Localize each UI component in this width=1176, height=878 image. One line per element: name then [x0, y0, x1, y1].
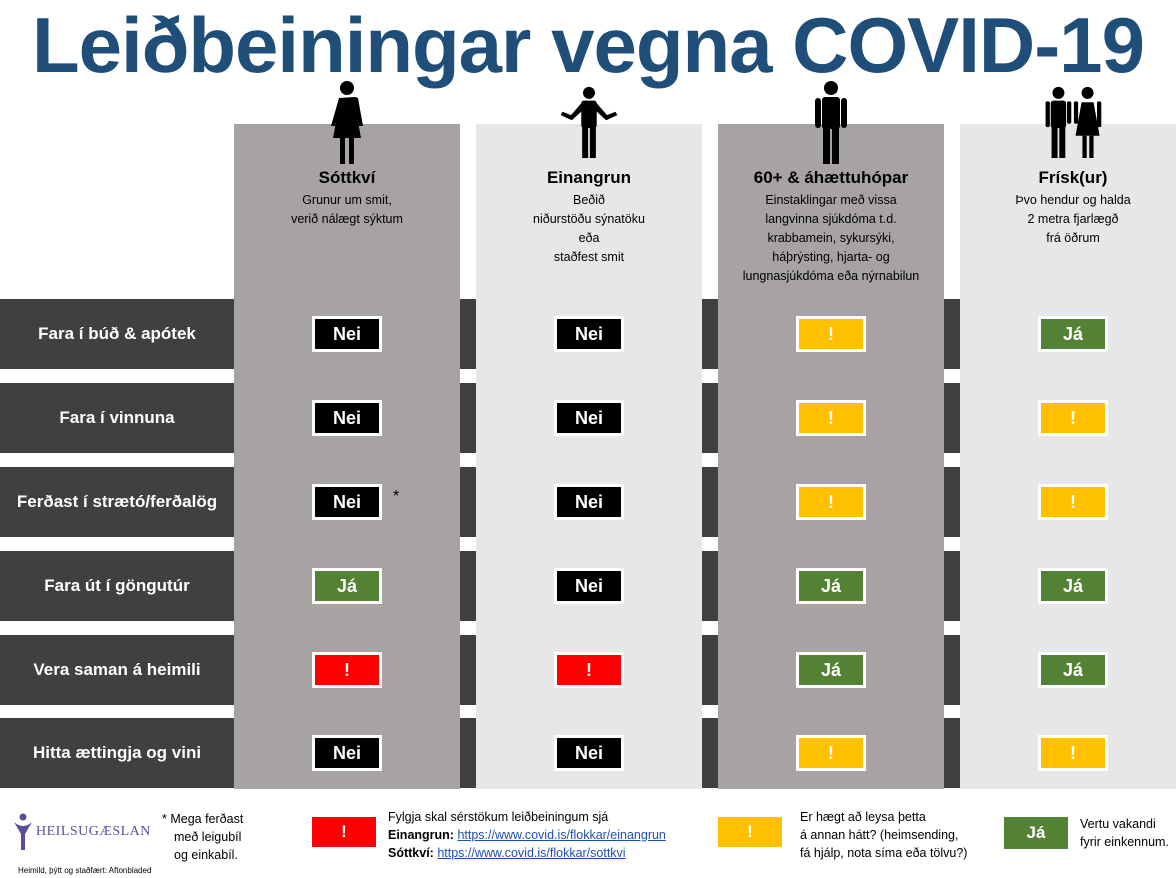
column-description-line: verið nálægt sýktum	[291, 212, 403, 226]
column-description-line: Beðið	[573, 193, 605, 207]
column-heading: Frísk(ur)	[1038, 168, 1108, 187]
legend-green-text: Vertu vakandi fyrir einkennum.	[1080, 817, 1169, 849]
status-badge-red: !	[554, 652, 624, 688]
column-heading: 60+ & áhættuhópar	[753, 168, 909, 187]
status-badge-ja: Já	[312, 568, 382, 604]
status-badge-yellow: !	[1038, 735, 1108, 771]
column-description-line: lungnasjúkdóma eða nýrnabilun	[742, 269, 920, 283]
status-badge-ja: Já	[1038, 652, 1108, 688]
status-badge-yellow: !	[796, 484, 866, 520]
row-label: Ferðast í strætó/ferðalög	[16, 492, 218, 511]
status-badge-nei: Nei	[312, 735, 382, 771]
sottkvi-link[interactable]: https://www.covid.is/flokkar/sottkvi	[437, 846, 626, 860]
row-label: Hitta ættingja og vini	[32, 743, 202, 762]
column-heading: Sóttkví	[318, 168, 376, 187]
shrugging-man-icon	[559, 80, 619, 166]
woman-icon	[317, 80, 377, 166]
einangrun-link[interactable]: https://www.covid.is/flokkar/einangrun	[457, 828, 666, 842]
column-description-line: krabbamein, sykursýki,	[767, 231, 895, 245]
status-badge-nei: Nei	[554, 735, 624, 771]
status-badge-yellow: !	[1038, 484, 1108, 520]
asterisk-note: * Mega ferðast með leigubíl og einkabíl.	[162, 812, 244, 862]
heilsugaeslan-logo: HEILSUGÆSLAN	[12, 806, 162, 858]
legend-red-badge: !	[312, 817, 376, 847]
man-icon	[801, 80, 861, 166]
status-badge-nei: Nei	[554, 400, 624, 436]
column-description-line: niðurstöðu sýnatöku	[533, 212, 645, 226]
column-description-line: háþrýsting, hjarta- og	[772, 250, 890, 264]
column-description-line: eða	[578, 231, 600, 245]
status-badge-nei: Nei	[554, 316, 624, 352]
status-badge-yellow: !	[796, 316, 866, 352]
status-badge-ja: Já	[796, 568, 866, 604]
legend-yellow-badge: !	[718, 817, 782, 847]
couple-icon	[1043, 80, 1103, 166]
status-badge-ja: Já	[1038, 316, 1108, 352]
row-label: Fara út í göngutúr	[44, 576, 190, 595]
status-badge-yellow: !	[1038, 400, 1108, 436]
page-title: Leiðbeiningar vegna COVID-19	[32, 1, 1145, 89]
legend-red-text: Fylgja skal sérstökum leiðbeiningum sjá …	[388, 810, 666, 860]
logo-text: HEILSUGÆSLAN	[36, 824, 151, 839]
column-header: Einangrun Beðið niðurstöðu sýnatöku eða stað…	[476, 168, 702, 267]
status-badge-nei: Nei	[312, 484, 382, 520]
status-badge-yellow: !	[796, 400, 866, 436]
legend-yellow-text: Er hægt að leysa þetta á annan hátt? (he…	[800, 810, 968, 860]
column-description-line: 2 metra fjarlægð	[1027, 212, 1119, 226]
asterisk-marker: *	[393, 488, 400, 505]
status-badge-nei: Nei	[312, 316, 382, 352]
status-badge-ja: Já	[796, 652, 866, 688]
status-badge-nei: Nei	[554, 484, 624, 520]
legend-green-badge: Já	[1004, 817, 1068, 849]
column-description-line: Grunur um smit,	[302, 193, 392, 207]
source-note: Heimild, þýtt og staðfært: Aftonbladed	[18, 866, 152, 875]
column-description-line: Þvo hendur og halda	[1015, 193, 1131, 207]
status-badge-nei: Nei	[554, 568, 624, 604]
column-description-line: Einstaklingar með vissa	[765, 193, 897, 207]
row-label: Fara í vinnuna	[59, 408, 175, 427]
row-label: Vera saman á heimili	[33, 660, 201, 679]
column-header: 60+ & áhættuhópar Einstaklingar með vissa…	[718, 168, 944, 286]
status-badge-red: !	[312, 652, 382, 688]
status-badge-ja: Já	[1038, 568, 1108, 604]
row-label: Fara í búð & apótek	[38, 324, 196, 343]
column-header: Frísk(ur) Þvo hendur og halda 2 metra fjar…	[960, 168, 1176, 248]
status-badge-yellow: !	[796, 735, 866, 771]
column-header: Sóttkví Grunur um smit, verið nálægt sýktu…	[234, 168, 460, 229]
column-description-line: langvinna sjúkdóma t.d.	[765, 212, 897, 226]
column-description-line: frá öðrum	[1046, 231, 1100, 245]
logo-figure-icon	[14, 813, 32, 850]
status-badge-nei: Nei	[312, 400, 382, 436]
column-description-line: staðfest smit	[553, 250, 625, 264]
column-heading: Einangrun	[546, 168, 632, 187]
